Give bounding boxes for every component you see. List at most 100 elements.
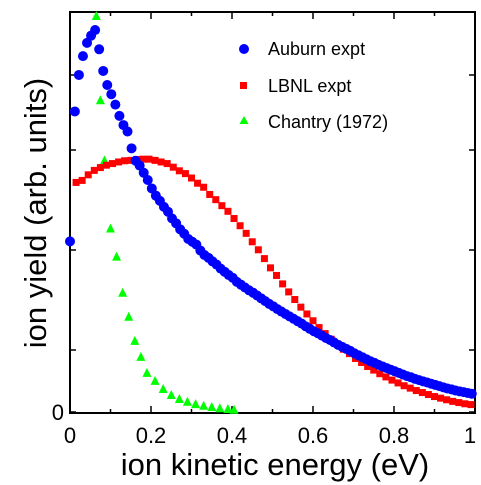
lbnl-expt-point-25: [218, 202, 226, 210]
lbnl-expt-point-63: [449, 397, 457, 405]
lbnl-expt-point-61: [437, 394, 445, 402]
lbnl-expt-point-49: [364, 362, 372, 370]
lbnl-expt-point-57: [412, 387, 420, 395]
x-tick-label-0: 0: [64, 423, 76, 448]
chantry-1972-point-4: [112, 251, 122, 261]
chantry-1972-point-3: [106, 223, 115, 233]
lbnl-expt-point-54: [394, 379, 402, 387]
legend-label-chantry: Chantry (1972): [268, 112, 388, 132]
lbnl-expt-point-23: [206, 190, 214, 198]
chantry-1972-point-0: [91, 11, 101, 21]
lbnl-expt-point-59: [424, 391, 432, 399]
lbnl-expt-point-40: [309, 317, 317, 325]
chantry-1972-point-10: [150, 375, 160, 385]
lbnl-expt-point-65: [461, 400, 469, 408]
series-auburn-expt: [65, 25, 477, 399]
lbnl-expt-point-7: [109, 160, 117, 168]
lbnl-expt-point-6: [102, 161, 110, 169]
lbnl-expt-point-24: [212, 196, 220, 204]
lbnl-expt-point-13: [145, 155, 153, 163]
auburn-expt-point-14: [122, 126, 133, 137]
lbnl-expt-point-32: [260, 255, 268, 263]
lbnl-expt-point-36: [285, 288, 293, 296]
lbnl-expt-point-55: [400, 382, 408, 390]
legend-label-auburn-expt: Auburn expt: [268, 39, 365, 59]
lbnl-expt-point-17: [169, 163, 177, 171]
x-tick-label-1: 1: [464, 423, 476, 448]
lbnl-expt-point-56: [406, 384, 414, 392]
lbnl-expt-point-29: [242, 229, 250, 237]
lbnl-expt-point-19: [181, 170, 189, 178]
legend: Auburn expt LBNL expt Chantry (1972): [239, 39, 388, 132]
x-ticks: [69, 12, 476, 413]
lbnl-expt-point-38: [297, 303, 305, 311]
auburn-expt-point-10: [106, 89, 117, 100]
lbnl-expt-point-41: [315, 324, 323, 332]
lbnl-expt-point-28: [236, 222, 244, 230]
lbnl-expt-point-27: [230, 215, 238, 223]
auburn-expt-point-99: [466, 388, 477, 399]
chantry-1972-point-12: [166, 389, 176, 399]
chantry-1972-point-7: [130, 335, 140, 345]
chantry-1972-point-11: [158, 383, 168, 393]
lbnl-expt-point-9: [121, 157, 129, 165]
y-ticks: [70, 74, 475, 413]
lbnl-expt-point-5: [96, 164, 104, 172]
lbnl-expt-point-15: [157, 158, 165, 166]
chantry-1972-point-16: [199, 400, 209, 410]
lbnl-expt-point-31: [254, 246, 262, 254]
x-tick-label-0.2: 0.2: [136, 423, 167, 448]
lbnl-expt-point-16: [163, 160, 171, 168]
series-lbnl-expt: [66, 155, 475, 409]
chantry-1972-point-14: [182, 396, 192, 406]
x-tick-label-0.8: 0.8: [379, 423, 410, 448]
chantry-1972-point-8: [136, 351, 146, 361]
y-tick-label-0: 0: [52, 400, 64, 425]
legend-marker-lbnl-expt: [240, 82, 247, 89]
chantry-1972-point-1: [95, 95, 105, 105]
y-axis-label: ion yield (arb. units): [18, 78, 53, 349]
lbnl-expt-point-51: [376, 370, 384, 378]
lbnl-expt-point-37: [291, 296, 299, 304]
auburn-expt-point-15: [126, 143, 137, 154]
lbnl-expt-point-30: [248, 238, 256, 246]
chantry-1972-point-20: [229, 404, 239, 414]
chantry-1972-point-5: [118, 287, 128, 297]
lbnl-expt-point-33: [266, 264, 274, 272]
auburn-expt-point-19: [142, 175, 153, 186]
chantry-1972-point-18: [215, 403, 225, 413]
lbnl-expt-point-60: [431, 393, 438, 401]
plot-frame: [69, 11, 476, 414]
lbnl-expt-point-48: [358, 358, 366, 366]
lbnl-expt-point-34: [273, 271, 281, 279]
chantry-1972-point-19: [223, 403, 233, 413]
lbnl-expt-point-1: [72, 178, 80, 186]
series-chantry-1972: [91, 11, 239, 414]
lbnl-expt-point-3: [84, 171, 92, 179]
lbnl-expt-point-50: [370, 366, 378, 374]
auburn-expt-point-0: [65, 236, 75, 247]
chantry-1972-point-17: [207, 401, 217, 411]
lbnl-expt-point-58: [418, 389, 426, 397]
lbnl-expt-point-64: [455, 399, 463, 407]
lbnl-expt-point-53: [388, 376, 396, 384]
lbnl-expt-point-52: [382, 373, 390, 381]
auburn-expt-point-11: [110, 99, 121, 110]
legend-marker-auburn-expt: [239, 44, 249, 54]
chantry-1972-point-13: [174, 393, 184, 403]
auburn-expt-point-2: [73, 69, 84, 80]
lbnl-expt-point-20: [188, 174, 195, 182]
auburn-expt-point-8: [98, 65, 109, 76]
chantry-1972-point-9: [142, 367, 152, 377]
x-axis-label: ion kinetic energy (eV): [121, 447, 429, 482]
lbnl-expt-point-21: [194, 179, 202, 187]
legend-marker-chantry: [239, 116, 249, 124]
lbnl-expt-point-4: [90, 166, 98, 174]
lbnl-expt-point-39: [303, 310, 311, 318]
auburn-expt-point-3: [77, 51, 88, 62]
lbnl-expt-point-12: [139, 155, 147, 163]
lbnl-expt-point-18: [175, 167, 183, 175]
lbnl-expt-point-62: [443, 396, 451, 404]
lbnl-expt-point-14: [151, 156, 159, 164]
